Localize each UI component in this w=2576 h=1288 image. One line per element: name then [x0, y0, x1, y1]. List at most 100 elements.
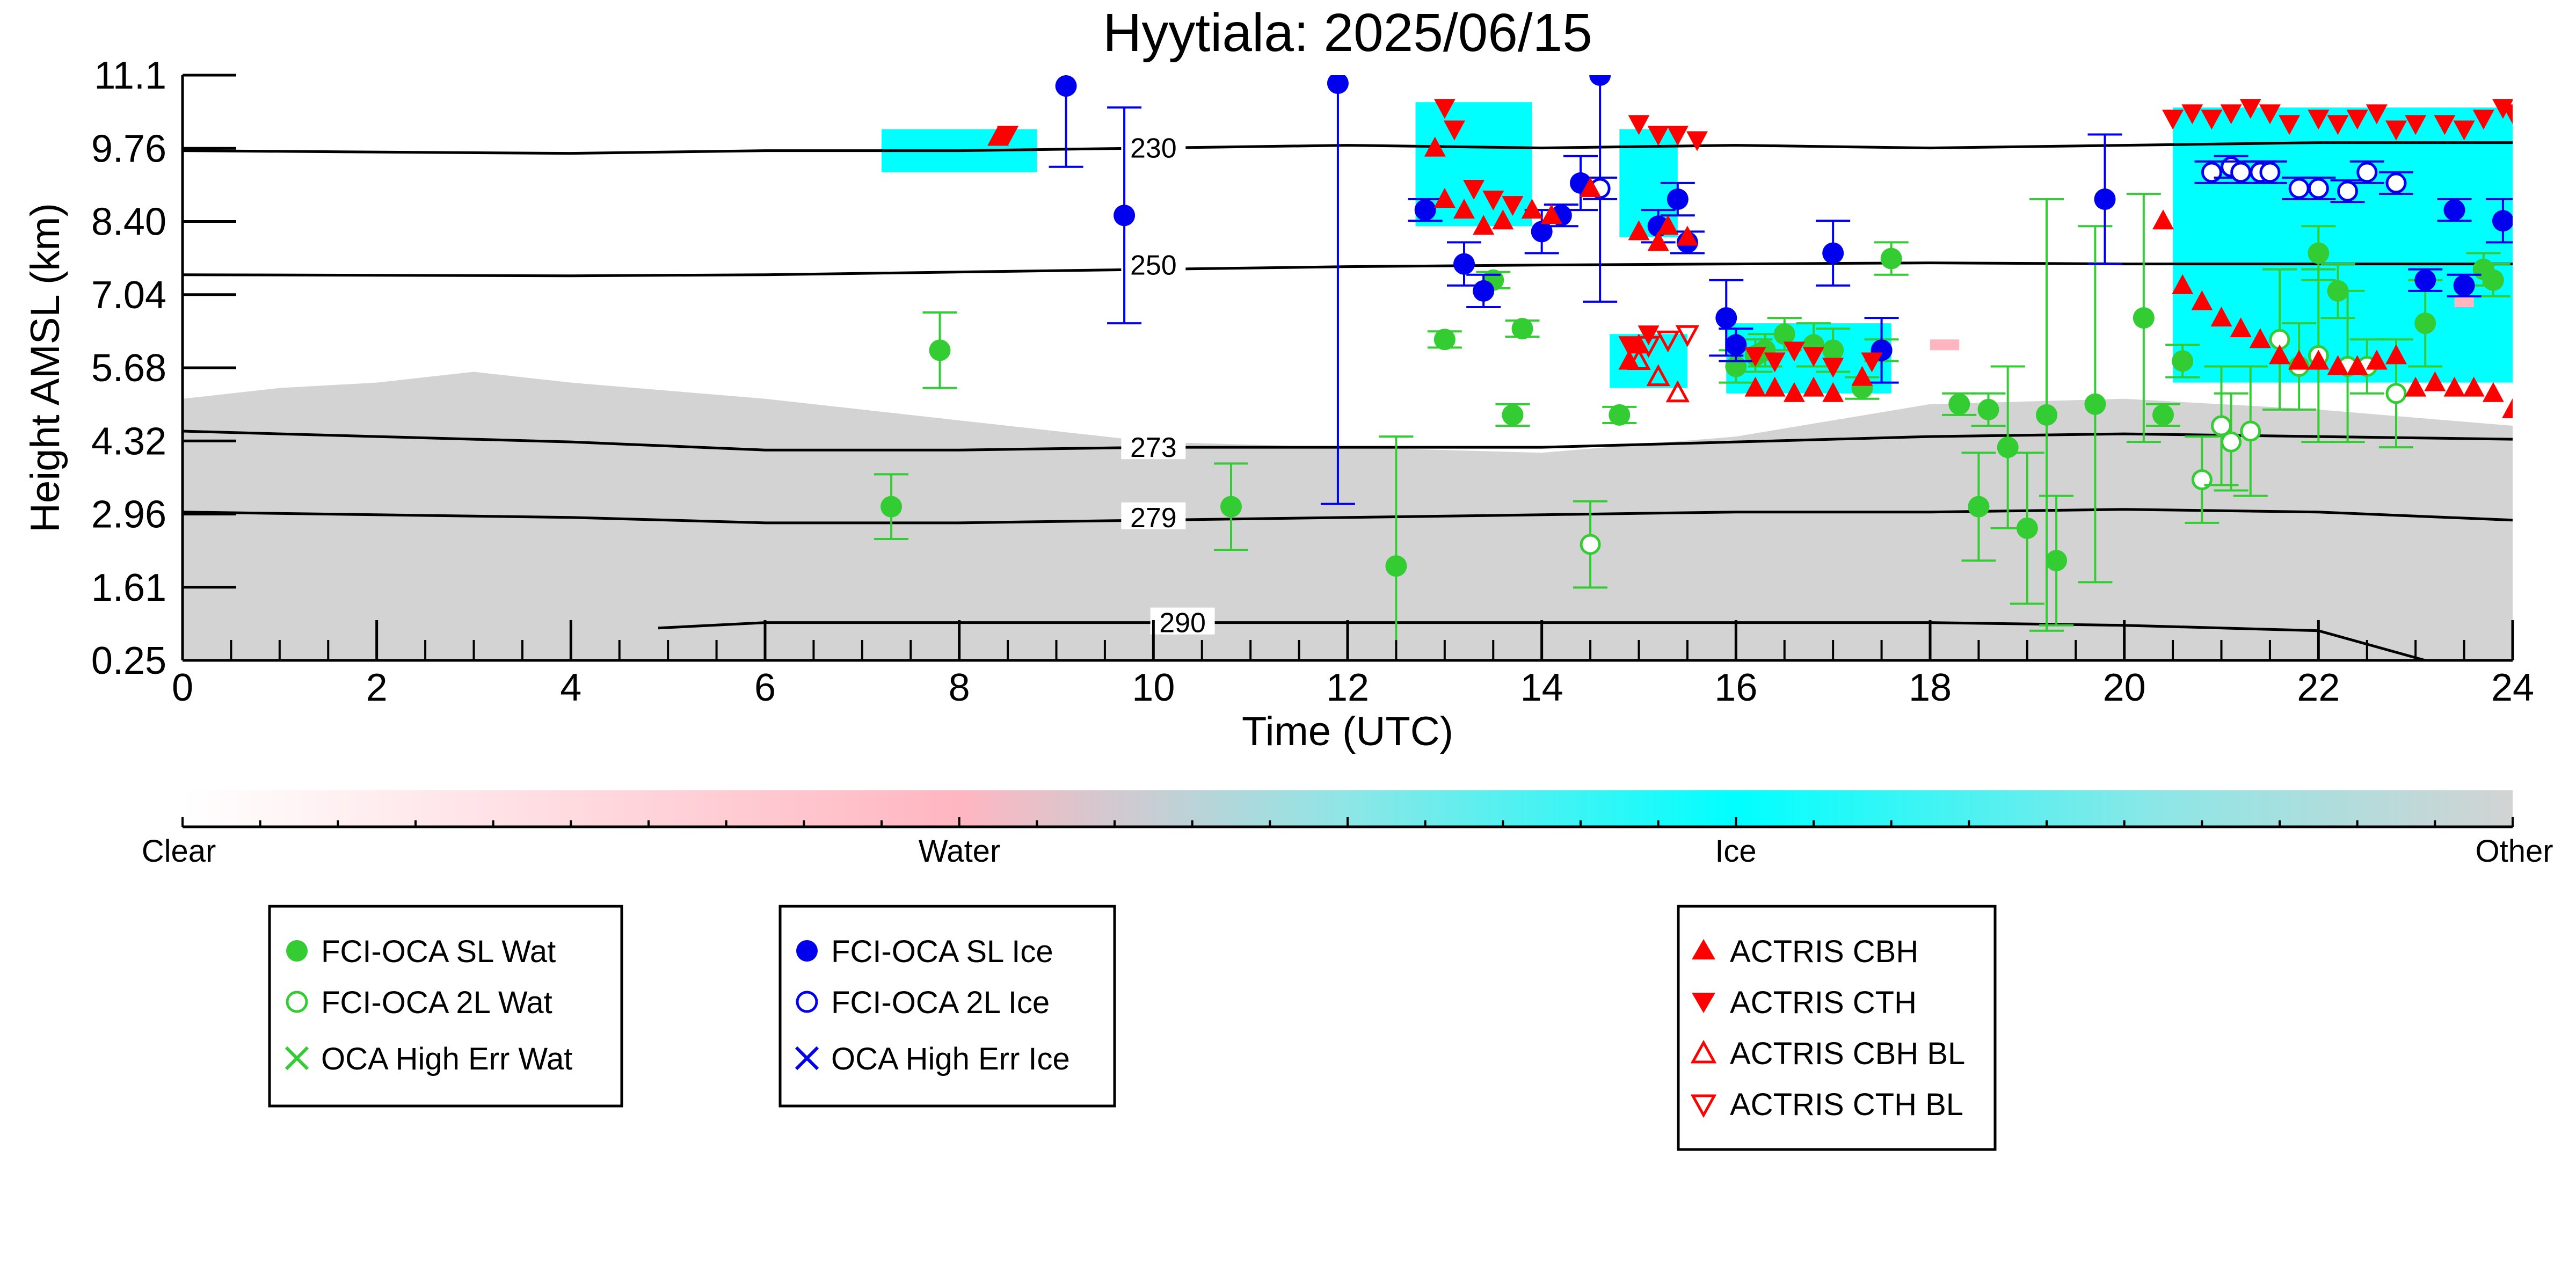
point-s0-3 [1385, 555, 1407, 577]
point-s7-33 [2472, 110, 2494, 130]
point-s0-2 [1220, 496, 1242, 518]
point-s7-9 [1686, 131, 1708, 151]
point-s9-1 [1656, 330, 1680, 353]
point-s0-28 [2172, 350, 2194, 372]
x-tick-label-1: 2 [366, 666, 388, 709]
point-s7-2 [1443, 120, 1465, 141]
legend-label-sl-wat: FCI-OCA SL Wat [321, 934, 556, 969]
point-s8-1 [1646, 364, 1670, 387]
point-s4-8 [2337, 180, 2359, 202]
point-s0-1 [929, 339, 951, 361]
point-s0-8 [1609, 404, 1631, 426]
x-tick-label-9: 18 [1909, 666, 1952, 709]
classification-layer [183, 102, 2513, 660]
legend-label-sl-ice: FCI-OCA SL Ice [831, 934, 1053, 969]
point-s7-30 [2405, 115, 2427, 135]
point-s0-7 [1511, 318, 1533, 340]
point-s6-39 [2502, 398, 2513, 418]
point-s3-4 [1453, 253, 1475, 275]
legend-label-cbh-bl: ACTRIS CBH BL [1730, 1036, 1965, 1071]
point-s0-0 [881, 496, 903, 518]
colorbar-label-other: Other [2475, 834, 2553, 869]
point-s7-6 [1628, 115, 1650, 135]
x-tick-label-12: 24 [2491, 666, 2534, 709]
x-tick-label-2: 4 [560, 666, 581, 709]
legend-marker-cbh-bl [1690, 1039, 1717, 1064]
point-s6-8 [1580, 177, 1602, 197]
contour-label-bg-273 [1121, 432, 1186, 460]
point-s0-17 [1880, 248, 1902, 270]
point-s6-1 [1424, 136, 1446, 157]
point-s7-19 [2181, 104, 2203, 125]
point-s6-34 [2405, 376, 2427, 397]
x-tick-label-7: 14 [1520, 666, 1563, 709]
chart-title: Hyytiala: 2025/06/15 [1103, 3, 1592, 63]
legend-marker-sl-ice [796, 940, 818, 962]
point-s7-17 [1861, 352, 1883, 373]
point-s7-15 [1803, 347, 1824, 367]
point-s6-32 [2366, 350, 2388, 370]
point-s7-3 [1463, 179, 1485, 200]
point-s4-5 [2259, 162, 2281, 183]
point-s0-24 [2046, 550, 2068, 572]
x-tick-label-6: 12 [1326, 666, 1369, 709]
point-s4-7 [2308, 178, 2329, 199]
point-s0-14 [1822, 339, 1844, 361]
point-s0-33 [2482, 269, 2504, 291]
x-tick-label-10: 20 [2103, 666, 2146, 709]
point-s6-17 [1783, 382, 1805, 402]
point-s3-19 [2443, 199, 2465, 221]
contour-label-230: 230 [1130, 133, 1177, 164]
point-s0-18 [1948, 393, 1970, 415]
legend-label-2l-ice: FCI-OCA 2L Ice [831, 985, 1050, 1020]
point-s4-6 [2288, 178, 2310, 199]
point-s6-2 [1433, 188, 1456, 208]
point-s6-9 [1628, 220, 1650, 241]
point-s4-3 [2230, 162, 2252, 183]
legend-ice: FCI-OCA SL Ice FCI-OCA 2L Ice OCA High E… [778, 905, 1116, 1108]
point-s7-0 [997, 126, 1019, 146]
point-s7-29 [2385, 120, 2407, 141]
point-s9-2 [1675, 325, 1700, 347]
point-s6-28 [2288, 350, 2310, 370]
y-tick-label-3: 4.32 [91, 420, 166, 463]
contour-label-bg-290 [1150, 607, 1215, 635]
x-tick-label-0: 0 [172, 666, 193, 709]
legend-label-cbh: ACTRIS CBH [1730, 934, 1918, 969]
point-s6-21 [2152, 209, 2174, 230]
point-s7-35 [2502, 104, 2513, 125]
point-s0-29 [2308, 242, 2330, 264]
contour-label-273: 273 [1130, 432, 1177, 463]
point-s3-1 [1114, 205, 1136, 227]
point-s6-27 [2269, 344, 2290, 365]
y-tick-label-0: 0.25 [91, 639, 166, 682]
point-s0-27 [2152, 404, 2174, 426]
point-s6-29 [2308, 350, 2330, 370]
point-s7-13 [1764, 352, 1786, 373]
point-s7-32 [2453, 120, 2475, 141]
point-s6-35 [2424, 371, 2446, 391]
point-s7-28 [2366, 104, 2388, 125]
point-s0-22 [2016, 517, 2038, 539]
point-s3-0 [1055, 75, 1077, 97]
point-s6-26 [2249, 328, 2271, 348]
point-s0-12 [1773, 323, 1795, 345]
legend-actris: ACTRIS CBH ACTRIS CTH ACTRIS CBH BL ACTR… [1677, 905, 1997, 1151]
y-tick-label-5: 7.04 [91, 274, 166, 317]
point-s0-25 [2084, 393, 2106, 415]
point-s7-10 [1618, 336, 1640, 356]
contour-273 [183, 430, 2513, 452]
legend-label-higherr-wat: OCA High Err Wat [321, 1042, 572, 1076]
x-tick-label-4: 8 [949, 666, 970, 709]
point-s6-31 [2346, 355, 2368, 375]
point-s9-0 [1636, 336, 1661, 358]
colorbar-label-ice: Ice [1715, 834, 1756, 869]
x-tick-label-5: 10 [1132, 666, 1175, 709]
point-s7-8 [1667, 126, 1689, 146]
point-s0-4 [1433, 329, 1456, 351]
point-s3-21 [2492, 210, 2513, 232]
point-s0-20 [1977, 398, 1999, 420]
point-s7-25 [2308, 110, 2330, 130]
point-s7-1 [1433, 99, 1456, 119]
point-s0-19 [1968, 496, 1990, 518]
